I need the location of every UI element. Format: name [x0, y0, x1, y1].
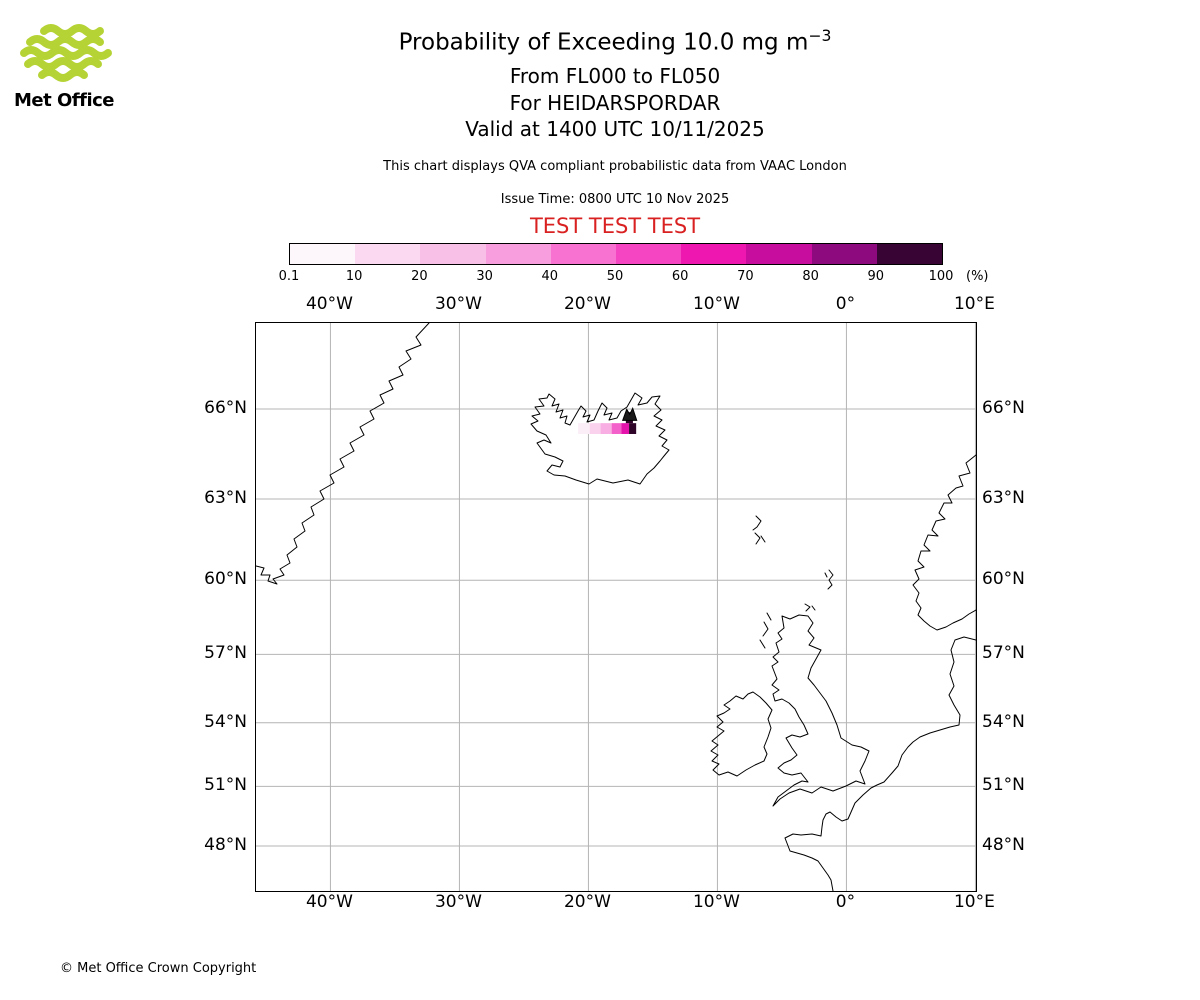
lat-tick-label-right: 60°N — [982, 569, 1025, 590]
lat-tick-label-left: 60°N — [204, 569, 247, 590]
colorbar-segment — [355, 244, 421, 264]
colorbar-tick: 100 — [928, 269, 954, 284]
title-exponent: −3 — [808, 26, 832, 45]
lat-tick-label-right: 54°N — [982, 711, 1025, 732]
colorbar-segment — [485, 244, 551, 264]
lon-tick-label-bottom: 20°W — [563, 892, 611, 912]
coastline-norway — [912, 454, 976, 631]
met-office-brand-text: Met Office — [14, 90, 115, 111]
subtitle-flight-levels: From FL000 to FL050 — [509, 64, 721, 88]
volcano-marker — [621, 407, 638, 421]
lon-tick-label-top: 0° — [835, 294, 856, 314]
lat-tick-label-left: 66°N — [204, 398, 247, 418]
colorbar-segment — [420, 244, 486, 264]
map-frame — [255, 322, 977, 892]
lon-tick-label-bottom: 40°W — [305, 892, 353, 912]
met-office-logo: Met Office — [14, 22, 124, 111]
colorbar-tick: 20 — [411, 269, 428, 284]
lat-tick-label-left: 48°N — [204, 834, 247, 855]
lat-tick-label-right: 63°N — [982, 488, 1025, 509]
colorbar-tick: 90 — [867, 269, 885, 284]
coastline-orkney — [804, 603, 816, 612]
map-gridlines — [256, 323, 976, 891]
copyright-notice: © Met Office Crown Copyright — [60, 961, 257, 976]
lat-tick-label-left: 54°N — [204, 711, 247, 732]
colorbar-segment — [746, 244, 812, 264]
colorbar-tick: 0.1 — [278, 269, 300, 284]
colorbar-tick: 10 — [345, 269, 363, 284]
colorbar-tick: 80 — [802, 269, 819, 284]
lon-tick-label-top: 10°W — [692, 294, 740, 314]
colorbar-tick: 40 — [541, 269, 559, 284]
coastline-shetland — [824, 569, 834, 590]
page-title: Probability of Exceeding 10.0 mg m−3 — [398, 26, 832, 56]
lon-tick-label-bottom: 10°E — [953, 892, 995, 912]
colorbar-segment — [290, 244, 356, 264]
subtitle-valid-time: Valid at 1400 UTC 10/11/2025 — [465, 117, 765, 141]
colorbar-segment — [811, 244, 877, 264]
colorbar-tick: 50 — [606, 269, 624, 284]
map-canvas — [256, 323, 976, 891]
lat-tick-label-left: 51°N — [204, 775, 247, 796]
colorbar-segment — [681, 244, 747, 264]
coastline-greenland — [256, 323, 430, 585]
subtitle-volcano: For HEIDARSPORDAR — [509, 91, 721, 115]
coastline-ireland — [710, 691, 773, 777]
test-banner: TEST TEST TEST — [529, 214, 701, 238]
lat-tick-label-right: 51°N — [982, 775, 1025, 796]
colorbar-segment — [550, 244, 617, 264]
lat-tick-label-right: 48°N — [982, 834, 1025, 855]
colorbar-segment — [616, 244, 682, 264]
colorbar-unit-label: (%) — [966, 269, 989, 284]
lon-tick-label-top: 40°W — [305, 294, 353, 314]
coastline-great-britain — [771, 614, 870, 807]
probability-colorbar — [289, 243, 943, 265]
lat-tick-label-right: 57°N — [982, 643, 1025, 664]
issue-time: Issue Time: 0800 UTC 10 Nov 2025 — [500, 192, 730, 207]
lon-tick-label-bottom: 0° — [835, 892, 856, 912]
lat-tick-label-right: 66°N — [982, 398, 1025, 418]
lon-tick-label-top: 20°W — [563, 294, 611, 314]
colorbar-tick: 60 — [671, 269, 689, 284]
coastlines — [256, 323, 976, 891]
colorbar-segment — [876, 244, 943, 264]
lon-tick-label-bottom: 30°W — [434, 892, 482, 912]
colorbar-tick-labels: 0.1 10 20 30 40 50 60 70 80 90 100 — [279, 269, 954, 285]
lon-tick-label-bottom: 10°W — [692, 892, 740, 912]
met-office-logo-waves — [20, 24, 112, 82]
coastline-denmark-continent — [784, 636, 976, 891]
coastline-hebrides — [759, 612, 772, 649]
lat-tick-label-left: 57°N — [204, 643, 247, 664]
qva-note: This chart displays QVA compliant probab… — [383, 159, 847, 174]
lon-tick-label-top: 10°E — [953, 294, 995, 314]
colorbar-tick: 70 — [737, 269, 754, 284]
lat-tick-label-left: 63°N — [204, 488, 247, 509]
coastline-faroe-islands — [752, 515, 766, 545]
coastline-iceland — [530, 392, 670, 485]
colorbar-tick: 30 — [476, 269, 493, 284]
lon-tick-label-top: 30°W — [434, 294, 482, 314]
